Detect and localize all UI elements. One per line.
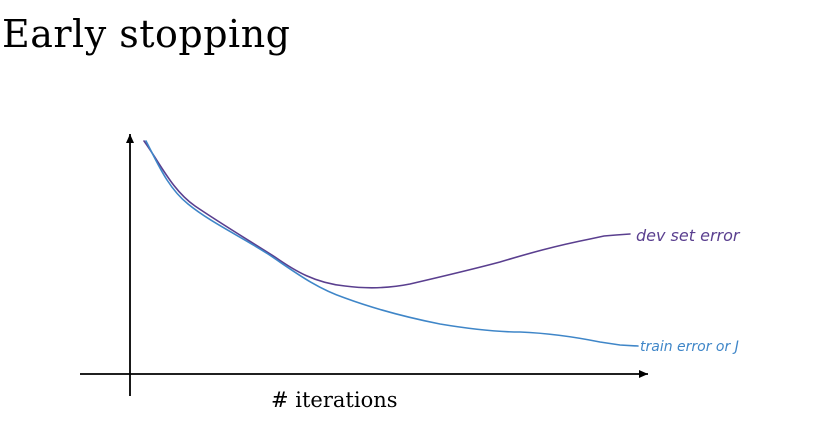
dev-curve-label: dev set error: [636, 226, 741, 245]
slide-title: Early stopping: [2, 12, 291, 56]
dev-set-error-curve: [143, 140, 631, 289]
train-curve-label: train error or J: [640, 339, 739, 355]
train-error-curve: [145, 140, 639, 347]
x-axis-label: # iterations: [271, 388, 398, 412]
